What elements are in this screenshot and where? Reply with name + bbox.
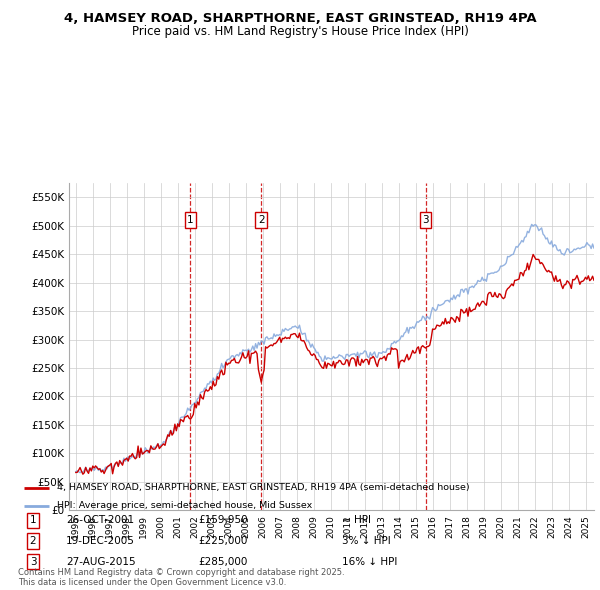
Text: 26-OCT-2001: 26-OCT-2001 — [66, 516, 134, 525]
Text: 19-DEC-2005: 19-DEC-2005 — [66, 536, 135, 546]
Text: 3: 3 — [422, 215, 429, 225]
Text: 1: 1 — [187, 215, 194, 225]
Text: Price paid vs. HM Land Registry's House Price Index (HPI): Price paid vs. HM Land Registry's House … — [131, 25, 469, 38]
Text: 4, HAMSEY ROAD, SHARPTHORNE, EAST GRINSTEAD, RH19 4PA (semi-detached house): 4, HAMSEY ROAD, SHARPTHORNE, EAST GRINST… — [58, 483, 470, 493]
Text: £159,950: £159,950 — [198, 516, 248, 525]
Text: 27-AUG-2015: 27-AUG-2015 — [66, 557, 136, 566]
Text: 16% ↓ HPI: 16% ↓ HPI — [342, 557, 397, 566]
Text: 3% ↓ HPI: 3% ↓ HPI — [342, 536, 391, 546]
Text: Contains HM Land Registry data © Crown copyright and database right 2025.
This d: Contains HM Land Registry data © Crown c… — [18, 568, 344, 587]
Text: 2: 2 — [258, 215, 265, 225]
Text: 1: 1 — [29, 516, 37, 525]
Text: 2: 2 — [29, 536, 37, 546]
Text: ≈ HPI: ≈ HPI — [342, 516, 371, 525]
Text: HPI: Average price, semi-detached house, Mid Sussex: HPI: Average price, semi-detached house,… — [58, 501, 313, 510]
Text: 4, HAMSEY ROAD, SHARPTHORNE, EAST GRINSTEAD, RH19 4PA: 4, HAMSEY ROAD, SHARPTHORNE, EAST GRINST… — [64, 12, 536, 25]
Text: 3: 3 — [29, 557, 37, 566]
Text: £225,000: £225,000 — [198, 536, 247, 546]
Text: £285,000: £285,000 — [198, 557, 247, 566]
